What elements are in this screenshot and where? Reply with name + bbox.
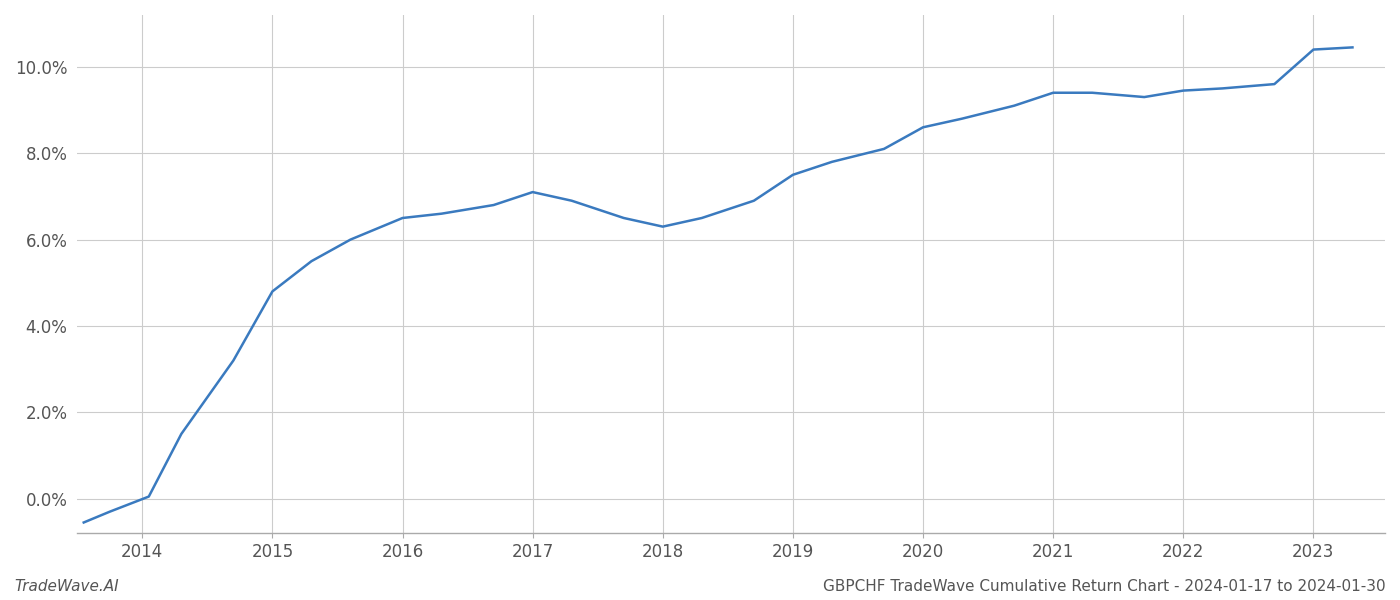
Text: TradeWave.AI: TradeWave.AI <box>14 579 119 594</box>
Text: GBPCHF TradeWave Cumulative Return Chart - 2024-01-17 to 2024-01-30: GBPCHF TradeWave Cumulative Return Chart… <box>823 579 1386 594</box>
